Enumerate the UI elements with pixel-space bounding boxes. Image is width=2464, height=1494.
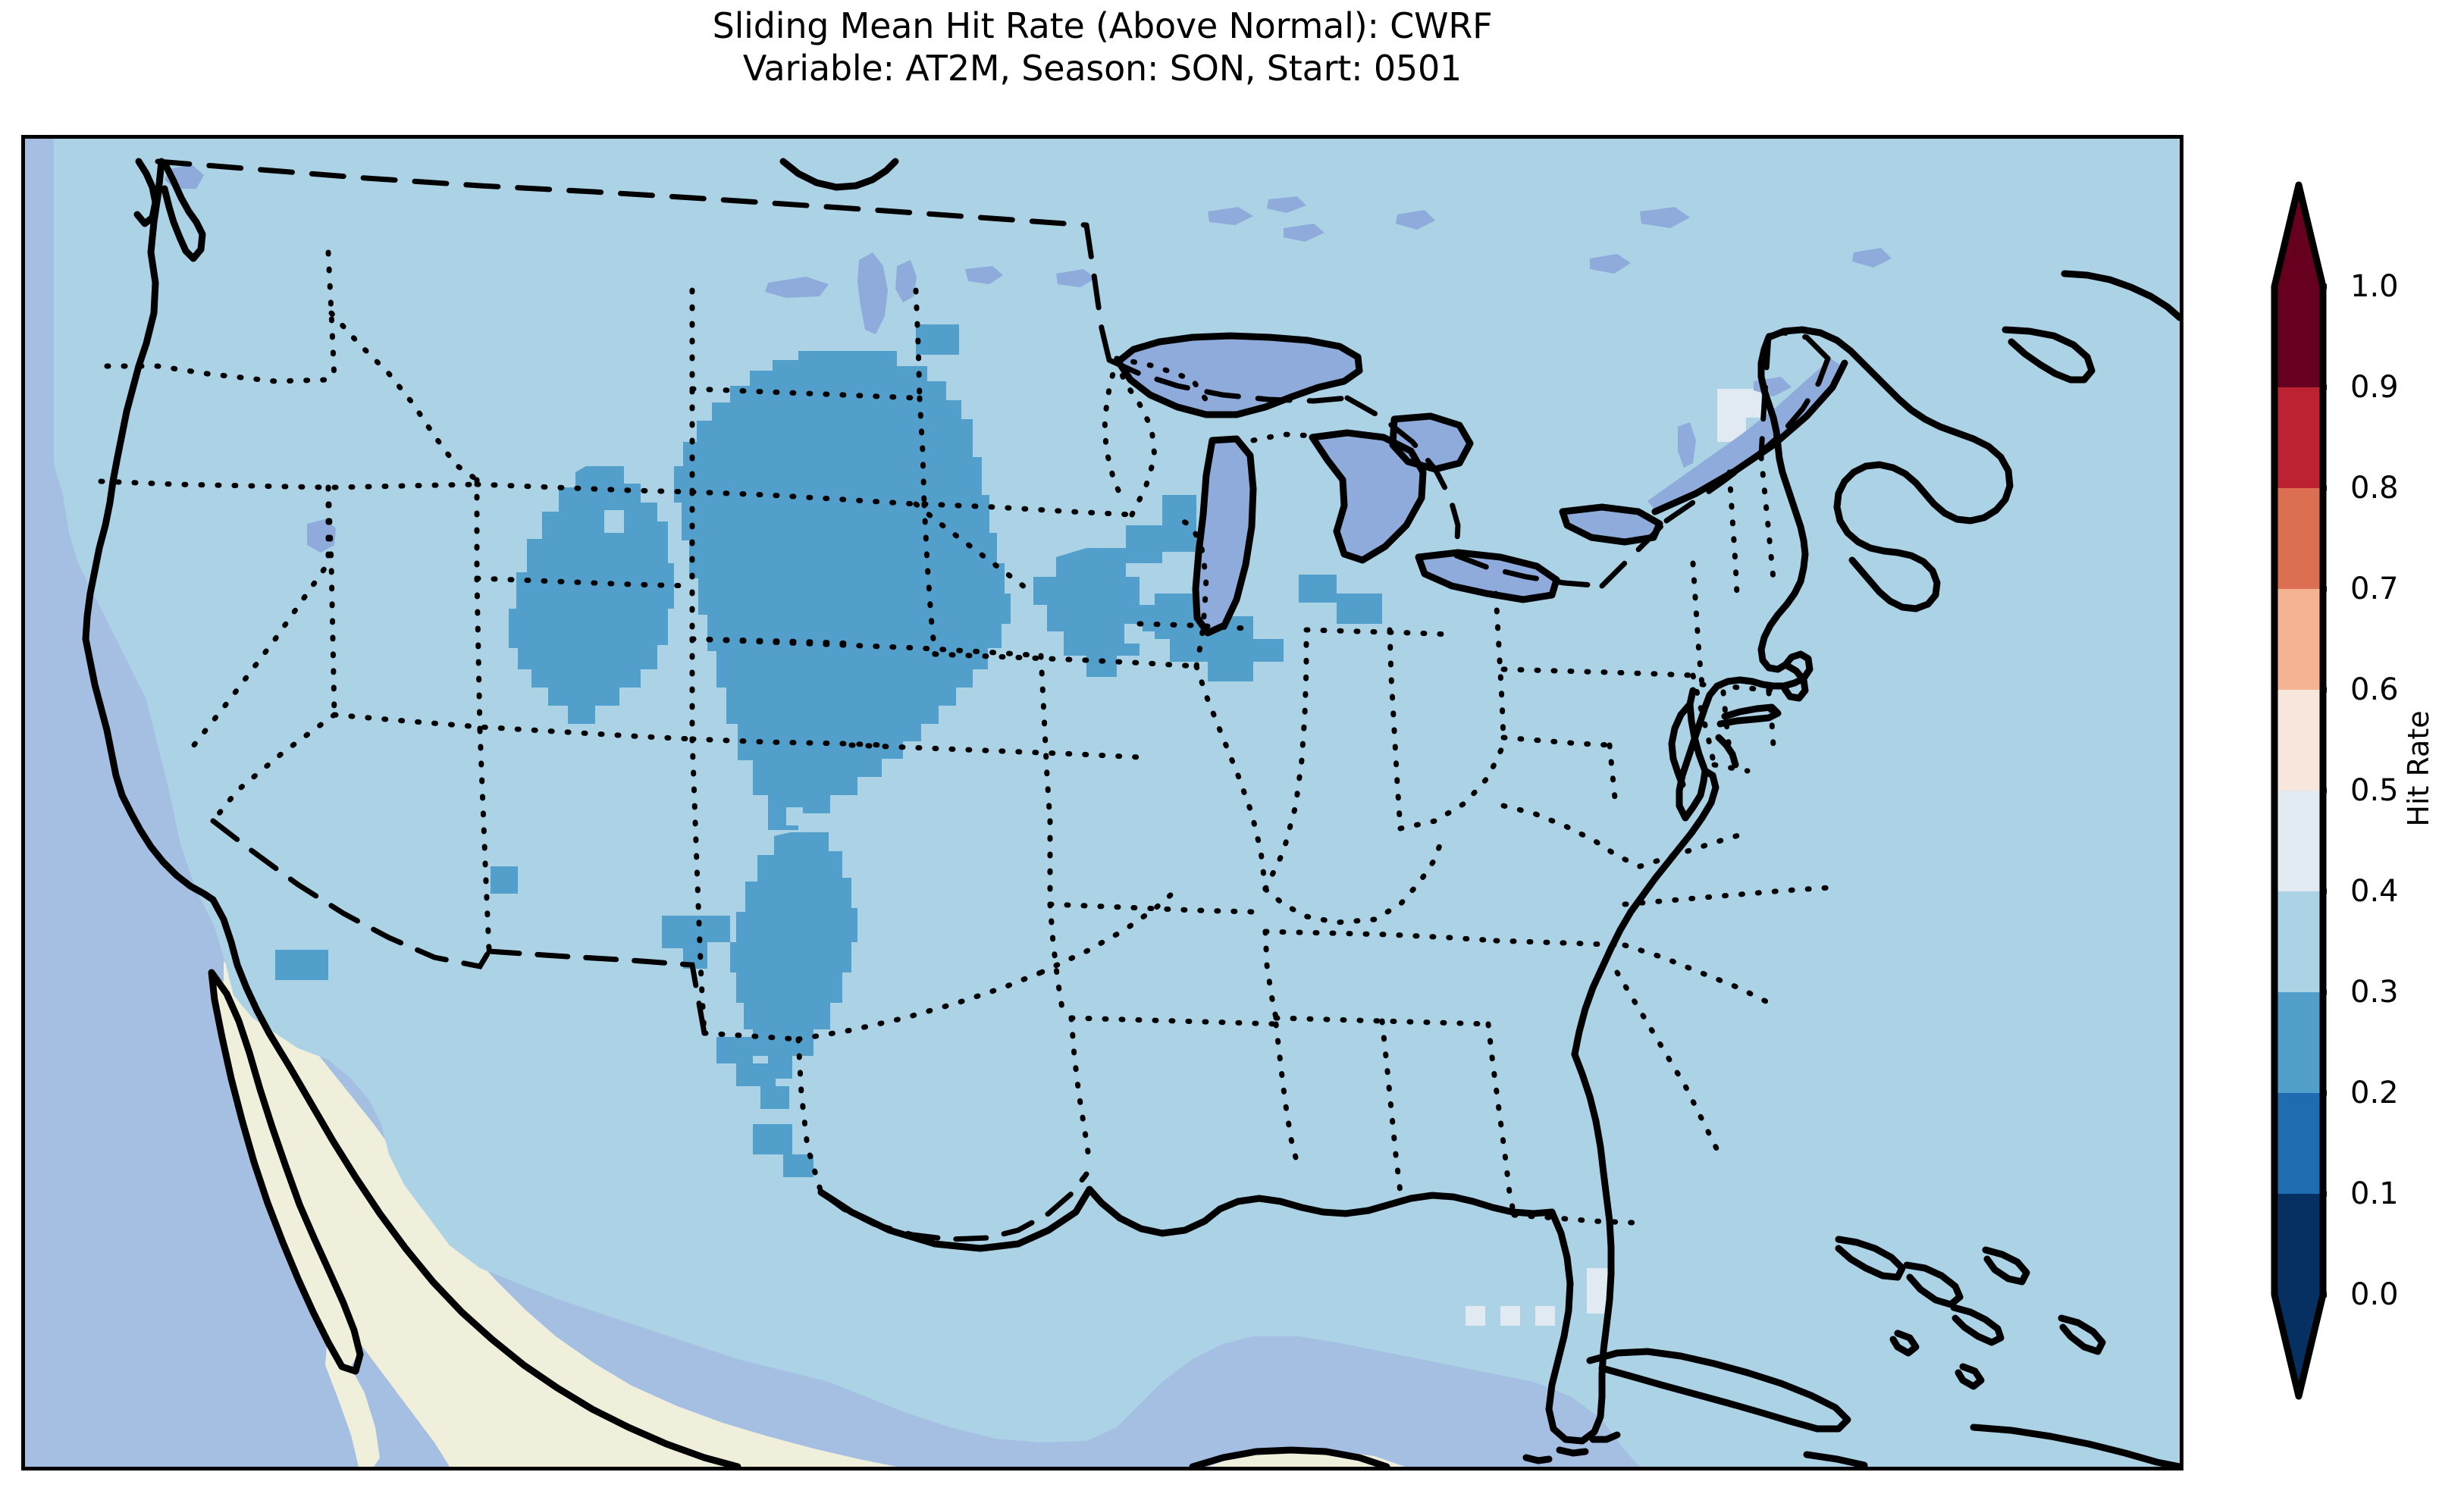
colorbar-tick-label-0.9: 0.9: [2350, 370, 2399, 405]
colorbar-extend-max: [2274, 185, 2323, 287]
title-line-1: Sliding Mean Hit Rate (Above Normal): CW…: [712, 5, 1493, 46]
colorbar-tick-label-0.3: 0.3: [2350, 975, 2399, 1010]
map-plot-area: [21, 135, 2183, 1471]
colorbar-extend-min: [2274, 1295, 2323, 1396]
data-band-0.2-0.3: [275, 324, 1382, 1177]
colorbar-band-0.4-0.5: [2274, 791, 2323, 891]
data-band-holes: [604, 510, 1143, 825]
map-svg: [25, 139, 2180, 1467]
colorbar-band-0.8-0.9: [2274, 387, 2323, 488]
colorbar: [2271, 180, 2327, 1401]
colorbar-band-0.3-0.4: [2274, 891, 2323, 992]
figure-title: Sliding Mean Hit Rate (Above Normal): CW…: [0, 5, 2205, 89]
colorbar-tick-label-0.6: 0.6: [2350, 672, 2399, 707]
colorbar-tick-label-0.8: 0.8: [2350, 471, 2399, 506]
colorbar-tick-label-0.2: 0.2: [2350, 1076, 2399, 1110]
title-line-2: Variable: AT2M, Season: SON, Start: 0501: [742, 48, 1462, 89]
great-lakes: [165, 164, 1892, 633]
colorbar-band-0.7-0.8: [2274, 488, 2323, 589]
colorbar-svg: [2271, 181, 2327, 1400]
colorbar-axis-label: Hit Rate: [2402, 710, 2435, 827]
colorbar-bands: [2274, 185, 2323, 1396]
colorbar-band-0.2-0.3: [2274, 992, 2323, 1093]
colorbar-band-0.6-0.7: [2274, 589, 2323, 690]
colorbar-tick-label-0.7: 0.7: [2350, 572, 2399, 606]
colorbar-band-0.1-0.2: [2274, 1093, 2323, 1194]
colorbar-band-0.9-1.0: [2274, 287, 2323, 387]
colorbar-tick-label-0.4: 0.4: [2350, 874, 2399, 909]
colorbar-tick-label-0.1: 0.1: [2350, 1176, 2399, 1211]
colorbar-tick-label-0.0: 0.0: [2350, 1277, 2399, 1312]
colorbar-band-0.5-0.6: [2274, 690, 2323, 791]
coastlines: [82, 158, 2180, 1467]
colorbar-tick-label-0.5: 0.5: [2350, 773, 2399, 808]
colorbar-tick-label-1.0: 1.0: [2350, 269, 2399, 304]
colorbar-band-0.0-0.1: [2274, 1194, 2323, 1295]
colorbar-ticks: [2323, 283, 2327, 1298]
